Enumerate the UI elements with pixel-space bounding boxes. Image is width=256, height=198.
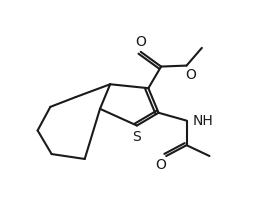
Text: NH: NH bbox=[193, 114, 214, 128]
Text: O: O bbox=[185, 68, 196, 82]
Text: S: S bbox=[133, 130, 141, 145]
Text: O: O bbox=[135, 35, 146, 49]
Text: O: O bbox=[156, 158, 167, 172]
